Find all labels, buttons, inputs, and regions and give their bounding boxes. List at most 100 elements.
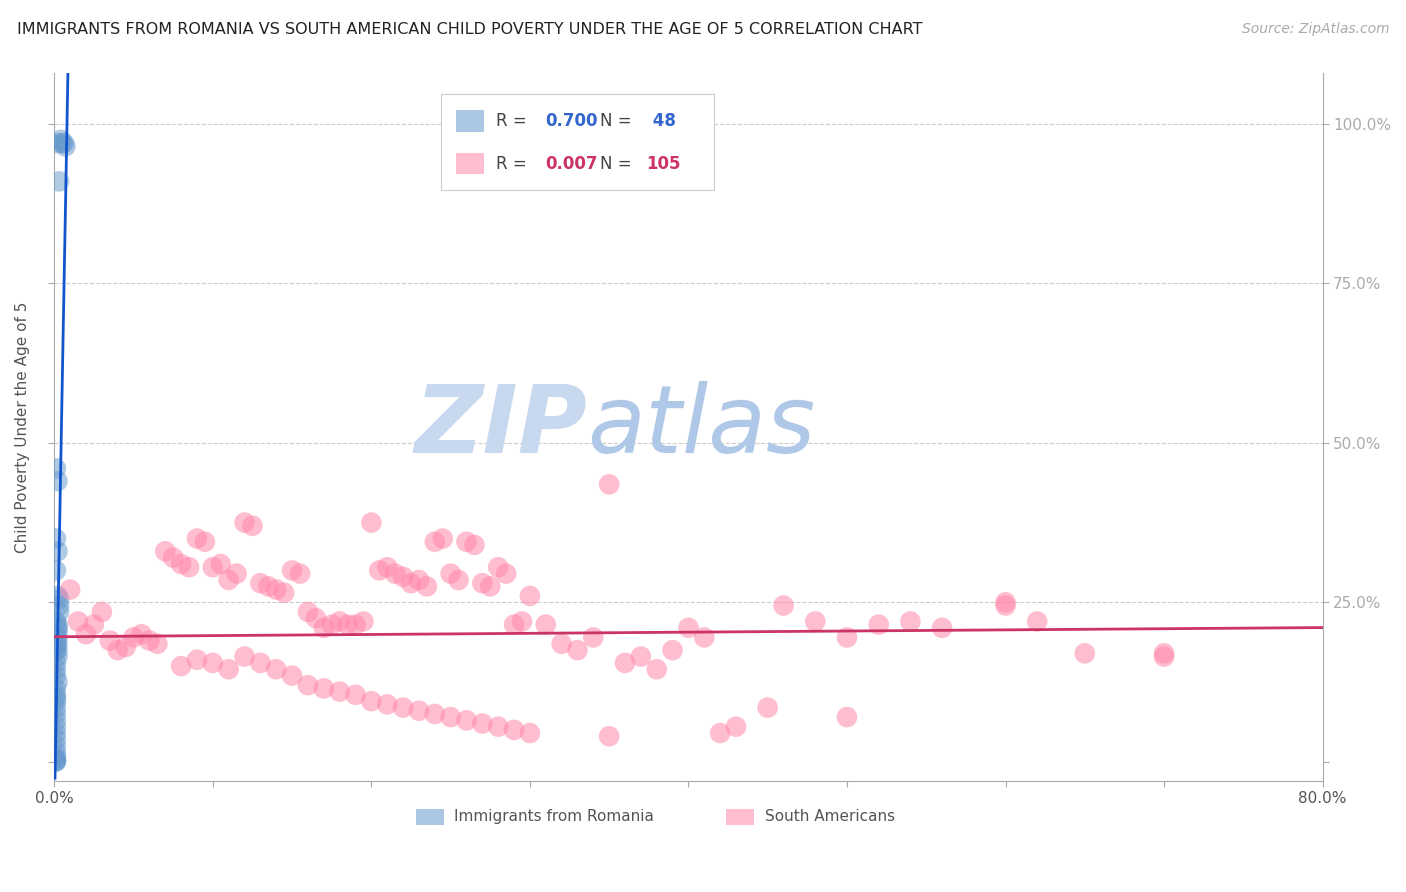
Point [46, 136, 69, 150]
Point [48, 174, 70, 188]
Point [440, 710, 463, 724]
Point [194, 534, 217, 549]
Point [510, 615, 533, 629]
Point [479, 579, 502, 593]
Point [471, 716, 494, 731]
Point [45, 461, 67, 475]
Point [146, 637, 169, 651]
Point [495, 566, 517, 581]
Point [46, 474, 69, 488]
Point [432, 532, 454, 546]
Point [45, 714, 67, 728]
Point [868, 617, 890, 632]
Point [45, 694, 67, 708]
Point [312, 621, 335, 635]
Point [55, 139, 77, 153]
Point [59, 582, 82, 597]
Point [582, 631, 605, 645]
Point [45, 706, 67, 721]
Point [45, 755, 67, 769]
Point [835, 631, 858, 645]
Point [225, 566, 247, 581]
Point [375, 698, 398, 712]
Point [45, 681, 67, 696]
Point [122, 631, 145, 645]
Text: IMMIGRANTS FROM ROMANIA VS SOUTH AMERICAN CHILD POVERTY UNDER THE AGE OF 5 CORRE: IMMIGRANTS FROM ROMANIA VS SOUTH AMERICA… [17, 22, 922, 37]
Point [440, 566, 463, 581]
Point [67, 615, 90, 629]
Text: 105: 105 [647, 154, 681, 172]
Point [52, 136, 75, 150]
Point [931, 621, 953, 635]
Point [336, 617, 359, 632]
Point [900, 615, 922, 629]
Text: Immigrants from Romania: Immigrants from Romania [454, 809, 654, 824]
Point [1153, 649, 1175, 664]
Point [344, 688, 367, 702]
Point [288, 566, 311, 581]
Point [994, 595, 1017, 609]
Point [368, 564, 391, 578]
Point [45, 643, 67, 657]
Point [598, 477, 620, 491]
Point [360, 694, 382, 708]
Text: 0.007: 0.007 [546, 154, 598, 172]
Text: N =: N = [600, 154, 637, 172]
Text: South Americans: South Americans [765, 809, 894, 824]
Point [519, 726, 541, 740]
Point [45, 656, 67, 670]
Point [329, 684, 352, 698]
Point [724, 720, 747, 734]
Point [45, 752, 67, 766]
Point [408, 573, 430, 587]
Point [45, 732, 67, 747]
Point [48, 605, 70, 619]
Point [447, 573, 470, 587]
Point [131, 627, 153, 641]
Point [273, 586, 295, 600]
Point [51, 136, 73, 150]
Point [392, 570, 415, 584]
Point [45, 700, 67, 714]
Point [645, 662, 668, 676]
Point [75, 627, 97, 641]
Point [170, 659, 193, 673]
Point [45, 688, 67, 702]
Point [519, 589, 541, 603]
Point [804, 615, 827, 629]
Point [90, 605, 112, 619]
Point [45, 726, 67, 740]
Bar [727, 809, 755, 825]
Point [186, 653, 208, 667]
Point [598, 729, 620, 743]
Point [463, 538, 485, 552]
Point [45, 615, 67, 629]
Y-axis label: Child Poverty Under the Age of 5: Child Poverty Under the Age of 5 [15, 301, 30, 553]
Point [1153, 646, 1175, 660]
Point [45, 668, 67, 682]
Point [209, 557, 232, 571]
Bar [457, 111, 484, 132]
Point [772, 599, 794, 613]
Point [329, 615, 352, 629]
Point [45, 690, 67, 705]
Bar [416, 809, 444, 825]
Point [46, 675, 69, 690]
Point [661, 643, 683, 657]
Point [45, 631, 67, 645]
Point [49, 133, 72, 147]
Point [503, 617, 526, 632]
Point [994, 599, 1017, 613]
Point [177, 560, 200, 574]
Point [170, 557, 193, 571]
Point [218, 662, 240, 676]
Point [233, 516, 256, 530]
Point [312, 681, 335, 696]
Point [384, 566, 406, 581]
Point [503, 723, 526, 737]
Point [249, 576, 271, 591]
Point [709, 726, 731, 740]
Bar [457, 153, 484, 174]
Point [399, 576, 422, 591]
Text: ZIP: ZIP [415, 381, 586, 473]
